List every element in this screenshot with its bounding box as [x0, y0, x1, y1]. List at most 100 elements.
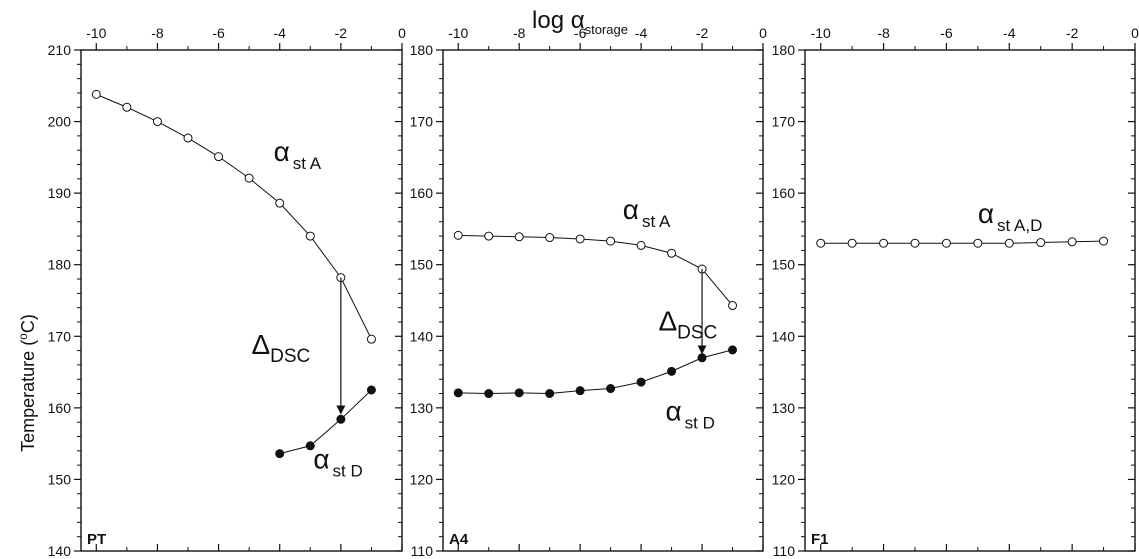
data-point: [1099, 236, 1109, 246]
data-point: [545, 233, 555, 243]
data-point: [183, 133, 193, 143]
panel-PT: -10 -8 -6 -4 -2 0 140 150 160 170 180 190 200 210 PT α s…: [48, 25, 406, 559]
data-point: [366, 385, 376, 395]
plot-frame: [80, 49, 403, 552]
data-point: [816, 238, 826, 248]
y-tick-label: 140: [48, 543, 72, 559]
y-tick-label: 110: [411, 543, 434, 559]
y-tick-label: 140: [772, 328, 796, 344]
data-point: [728, 345, 738, 355]
y-tick-label: 130: [410, 400, 434, 416]
y-tick-label: 120: [410, 471, 434, 487]
y-tick-label: 160: [410, 185, 434, 201]
data-point: [697, 353, 707, 363]
data-point: [973, 238, 983, 248]
series-line: [96, 93, 372, 340]
data-point: [545, 389, 555, 399]
x-tick-label: -2: [1066, 25, 1079, 41]
series-line: [458, 234, 733, 306]
y-tick-label: 190: [48, 185, 72, 201]
data-point: [847, 238, 857, 248]
y-tick-label: 120: [772, 471, 796, 487]
annotation-label: ΔDSC: [251, 329, 310, 367]
y-axis-title: Temperature (oC): [16, 314, 38, 452]
panel-A4: -10 -8 -6 -4 -2 0 110 120 130 140 150 160 170 180 A4 α s…: [410, 25, 767, 559]
x-tick-label: -4: [1003, 25, 1016, 41]
y-tick-label: 180: [410, 42, 434, 58]
series-line: [820, 240, 1104, 244]
data-point: [575, 234, 585, 244]
y-tick-label: 210: [48, 42, 72, 58]
data-point: [910, 238, 920, 248]
panel-F1: -10 -8 -6 -4 -2 0 110 120 130 140 150 160 170 180 F1 α s…: [772, 25, 1139, 559]
data-point: [453, 388, 463, 398]
data-point: [1067, 237, 1077, 247]
data-point: [1036, 238, 1046, 248]
data-point: [514, 232, 524, 242]
data-point: [275, 198, 285, 208]
x-tick-label: -8: [151, 25, 164, 41]
data-point: [941, 238, 951, 248]
x-tick-label: -2: [335, 25, 348, 41]
y-tick-label: 160: [772, 185, 796, 201]
data-point: [879, 238, 889, 248]
x-tick-label: -6: [212, 25, 225, 41]
y-tick-label: 170: [48, 328, 72, 344]
data-point: [606, 384, 616, 394]
y-tick-label: 200: [48, 114, 72, 130]
x-tick-label: -8: [513, 25, 526, 41]
data-point: [244, 173, 254, 183]
data-point: [214, 152, 224, 162]
y-tick-label: 160: [48, 400, 72, 416]
panel-label: A4: [449, 531, 469, 548]
y-tick-label: 150: [48, 471, 72, 487]
y-tick-label: 170: [772, 114, 796, 130]
y-tick-label: 180: [772, 42, 796, 58]
x-tick-label: 0: [398, 25, 406, 41]
y-tick-label: 150: [410, 257, 434, 273]
x-tick-label: -8: [877, 25, 890, 41]
x-tick-label: -4: [635, 25, 648, 41]
panel-label: PT: [87, 531, 106, 548]
x-tick-label: -10: [448, 25, 468, 41]
x-tick-label: -2: [696, 25, 709, 41]
plot-frame: [804, 49, 1136, 552]
panel-label: F1: [811, 531, 829, 548]
data-point: [484, 231, 494, 241]
x-tick-label: -4: [273, 25, 286, 41]
data-point: [667, 248, 677, 258]
x-tick-label: 0: [759, 25, 767, 41]
x-tick-label: -10: [811, 25, 831, 41]
data-point: [728, 301, 738, 311]
plot-frame: [442, 49, 764, 552]
series-label: α st A,D: [978, 198, 1043, 235]
data-point: [305, 231, 315, 241]
series-label: α st A: [274, 136, 322, 173]
data-point: [366, 334, 376, 344]
x-tick-label: -6: [574, 25, 587, 41]
data-point: [152, 117, 162, 127]
data-point: [453, 230, 463, 240]
data-point: [336, 414, 346, 424]
x-tick-label: -6: [940, 25, 953, 41]
data-point: [1004, 238, 1014, 248]
data-point: [91, 89, 101, 99]
data-point: [514, 388, 524, 398]
x-tick-label: -10: [86, 25, 106, 41]
data-point: [667, 366, 677, 376]
data-point: [275, 449, 285, 459]
data-point: [636, 377, 646, 387]
top-axis-title: log αstorage: [532, 7, 628, 37]
data-point: [636, 240, 646, 250]
data-point: [606, 236, 616, 246]
data-point: [484, 389, 494, 399]
series-label: α st D: [313, 444, 362, 481]
data-point: [122, 102, 132, 112]
y-tick-label: 140: [410, 328, 434, 344]
y-tick-label: 170: [410, 114, 434, 130]
y-tick-label: 150: [772, 257, 796, 273]
series-label: α st D: [665, 396, 714, 433]
annotation-label: ΔDSC: [658, 306, 717, 344]
y-tick-label: 180: [48, 257, 72, 273]
